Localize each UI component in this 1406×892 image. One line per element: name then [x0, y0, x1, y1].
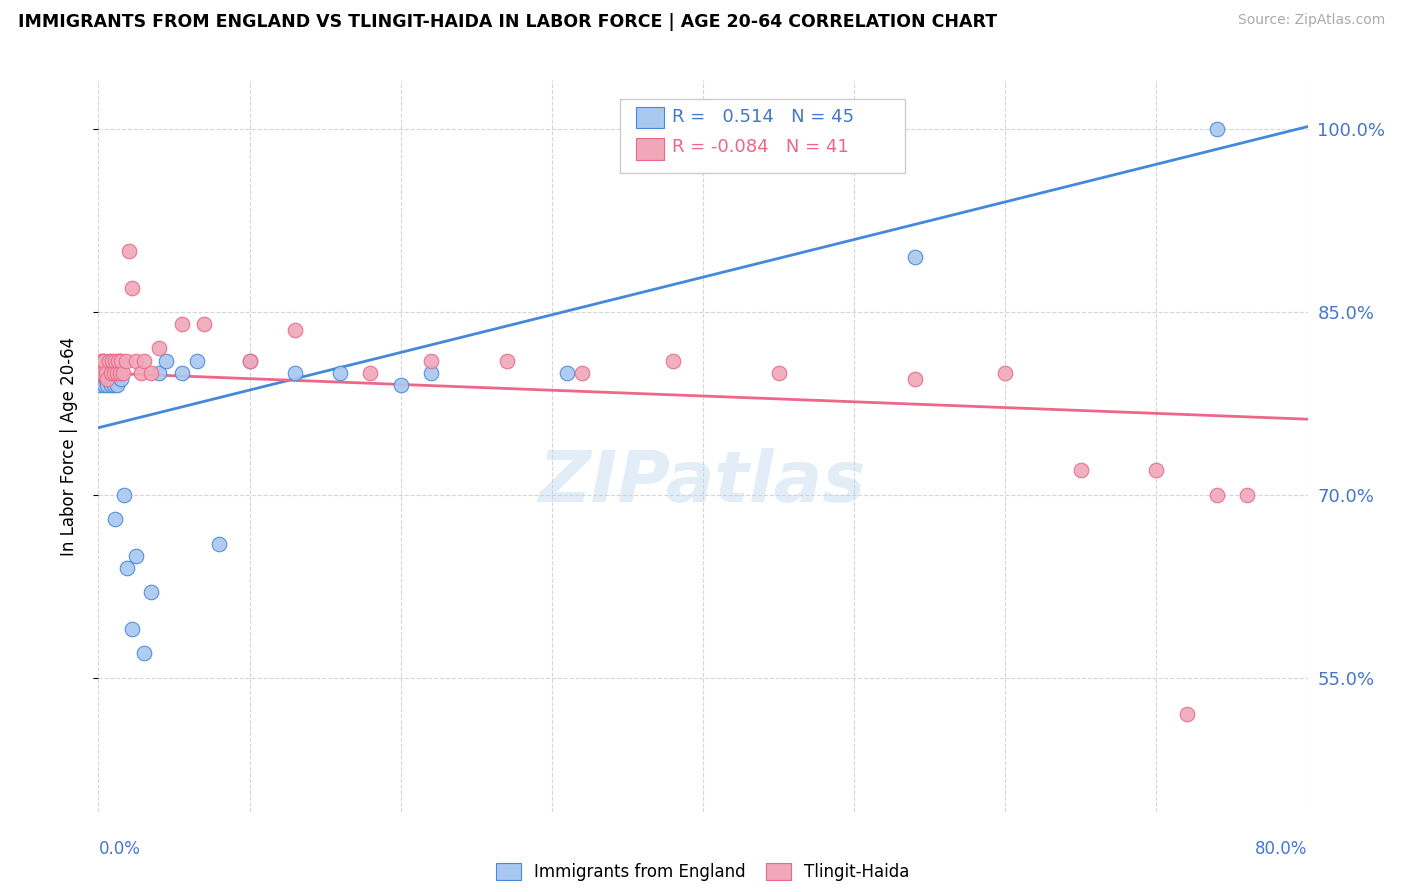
Text: R = -0.084   N = 41: R = -0.084 N = 41 — [672, 138, 849, 156]
Text: IMMIGRANTS FROM ENGLAND VS TLINGIT-HAIDA IN LABOR FORCE | AGE 20-64 CORRELATION : IMMIGRANTS FROM ENGLAND VS TLINGIT-HAIDA… — [18, 13, 997, 31]
Point — [114, 353, 136, 368]
Point — [193, 317, 215, 331]
Text: 80.0%: 80.0% — [1256, 840, 1308, 858]
Point — [1144, 463, 1167, 477]
Point — [994, 366, 1017, 380]
Point — [107, 353, 129, 368]
Point — [105, 378, 128, 392]
Point — [103, 366, 125, 380]
Point — [94, 359, 117, 374]
Point — [91, 353, 114, 368]
Point — [148, 342, 170, 356]
Point — [662, 353, 685, 368]
Text: ZIPatlas: ZIPatlas — [540, 448, 866, 517]
Point — [90, 353, 112, 368]
Point — [239, 353, 262, 368]
Point — [768, 366, 790, 380]
Text: Source: ZipAtlas.com: Source: ZipAtlas.com — [1237, 13, 1385, 28]
Point — [101, 372, 124, 386]
Point — [96, 378, 118, 392]
Point — [93, 366, 115, 380]
Point — [125, 353, 148, 368]
Point — [101, 353, 124, 368]
Point — [208, 536, 231, 550]
Point — [110, 353, 132, 368]
Point — [103, 366, 125, 380]
Point — [94, 372, 117, 386]
Text: R =   0.514   N = 45: R = 0.514 N = 45 — [672, 108, 855, 126]
Point — [108, 366, 131, 380]
Point — [129, 366, 152, 380]
Point — [1175, 707, 1198, 722]
Point — [1206, 122, 1229, 136]
Point — [104, 353, 127, 368]
Point — [141, 366, 163, 380]
Point — [101, 366, 124, 380]
Point — [155, 353, 177, 368]
Point — [94, 366, 117, 380]
Point — [96, 366, 118, 380]
Point — [89, 378, 111, 392]
Point — [329, 366, 352, 380]
Point — [121, 280, 143, 294]
Point — [110, 372, 132, 386]
Point — [125, 549, 148, 563]
Point — [360, 366, 382, 380]
Point — [170, 366, 193, 380]
Point — [108, 353, 131, 368]
Point — [420, 353, 443, 368]
Point — [104, 512, 127, 526]
Point — [111, 366, 134, 380]
Point — [118, 244, 141, 258]
Point — [112, 488, 135, 502]
Point — [89, 366, 111, 380]
Point — [98, 353, 121, 368]
Point — [1236, 488, 1258, 502]
Point — [103, 378, 125, 392]
Point — [148, 366, 170, 380]
Legend: Immigrants from England, Tlingit-Haida: Immigrants from England, Tlingit-Haida — [489, 856, 917, 888]
Point — [90, 366, 112, 380]
Point — [90, 372, 112, 386]
Point — [555, 366, 578, 380]
Point — [105, 366, 128, 380]
Point — [100, 372, 122, 386]
Point — [100, 378, 122, 392]
Point — [89, 366, 111, 380]
Y-axis label: In Labor Force | Age 20-64: In Labor Force | Age 20-64 — [59, 336, 77, 556]
Point — [93, 378, 115, 392]
Point — [186, 353, 208, 368]
Point — [904, 372, 927, 386]
Point — [100, 366, 122, 380]
Point — [284, 366, 307, 380]
Point — [239, 353, 262, 368]
Point — [91, 372, 114, 386]
Point — [284, 323, 307, 337]
Point — [96, 372, 118, 386]
Point — [1070, 463, 1092, 477]
Point — [904, 250, 927, 264]
Text: 0.0%: 0.0% — [98, 840, 141, 858]
Point — [420, 366, 443, 380]
Point — [495, 353, 517, 368]
Point — [93, 353, 115, 368]
Point — [98, 366, 121, 380]
Point — [107, 366, 129, 380]
Point — [389, 378, 412, 392]
Point — [91, 366, 114, 380]
Point — [91, 366, 114, 380]
Point — [170, 317, 193, 331]
Point — [141, 585, 163, 599]
Point — [121, 622, 143, 636]
Point — [98, 359, 121, 374]
Point — [571, 366, 593, 380]
Point — [132, 353, 155, 368]
Point — [132, 646, 155, 660]
Point — [115, 561, 138, 575]
Point — [1206, 488, 1229, 502]
